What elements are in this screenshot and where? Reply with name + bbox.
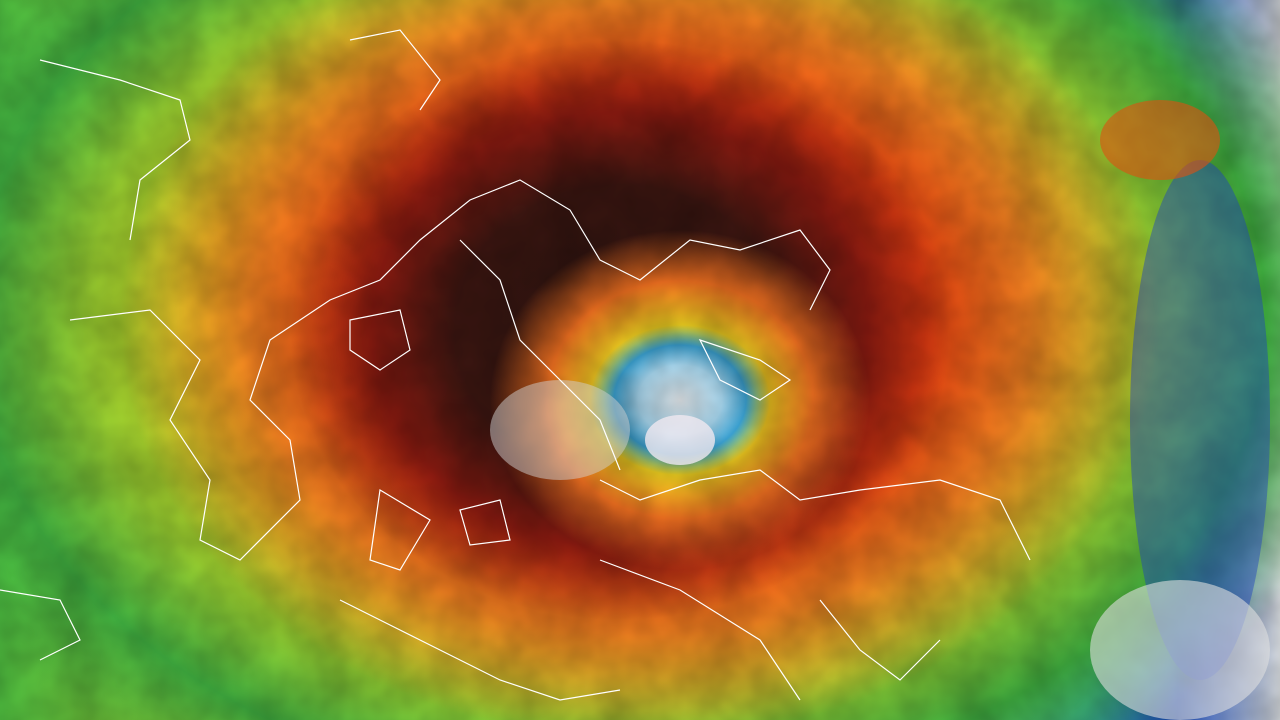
coastline (819, 599, 941, 681)
coastline (459, 499, 511, 546)
coastline (69, 179, 831, 561)
coastline (599, 469, 1031, 561)
convective-core-bright (490, 380, 630, 480)
coastline (369, 489, 431, 571)
coastline (459, 239, 621, 471)
coastline (698, 338, 792, 401)
coastline (339, 599, 621, 701)
upper-right-cell (1100, 100, 1220, 180)
coastline (349, 29, 441, 111)
coastline (349, 309, 411, 371)
lower-right-cloud (1090, 580, 1270, 720)
eye-bright (645, 415, 715, 465)
coastline (39, 59, 191, 241)
outer-blue-band (1130, 160, 1270, 680)
coastline (0, 589, 81, 661)
coastline (599, 559, 801, 701)
